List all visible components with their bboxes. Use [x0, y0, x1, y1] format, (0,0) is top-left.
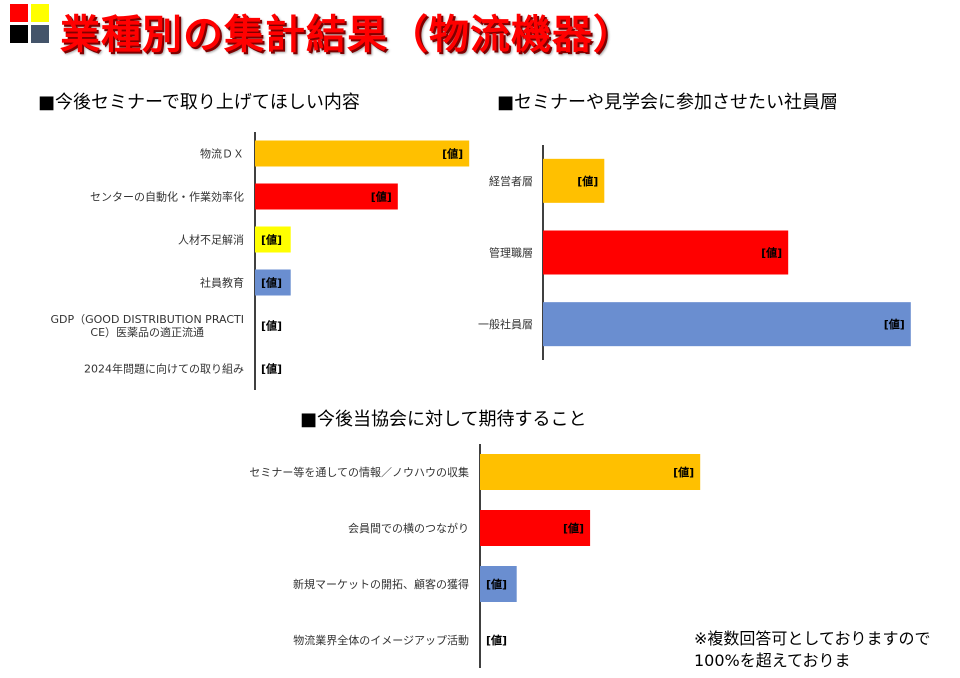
category-label: 一般社員層: [478, 317, 533, 331]
category-label: 人材不足解消: [178, 233, 244, 247]
bar: [543, 230, 789, 275]
data-label: [値]: [577, 174, 598, 188]
data-label: [値]: [486, 633, 507, 647]
category-label: 2024年問題に向けての取り組み: [84, 362, 244, 376]
logo-squares: [10, 4, 50, 44]
bar: [480, 454, 701, 490]
data-label: [値]: [261, 362, 282, 376]
logo-square-black: [10, 25, 28, 43]
bar: [480, 510, 591, 546]
chart-title-seminar-topics: ■今後セミナーで取り上げてほしい内容: [38, 92, 360, 113]
bar: [255, 269, 291, 296]
bar: [255, 226, 291, 253]
data-label: [値]: [442, 147, 463, 161]
bar: [255, 140, 470, 167]
category-label: 経営者層: [489, 174, 533, 188]
logo-square-gray: [31, 25, 49, 43]
category-label: GDP（GOOD DISTRIBUTION PRACTI CE）医薬品の適正流通: [51, 313, 245, 339]
data-label: [値]: [486, 577, 507, 591]
category-label: 物流ＤＸ: [200, 147, 244, 161]
category-label: 社員教育: [200, 276, 244, 290]
bar: [480, 566, 517, 602]
data-label: [値]: [261, 276, 282, 290]
bar: [255, 183, 398, 210]
logo-square-red: [10, 4, 28, 22]
data-label: [値]: [761, 246, 782, 260]
data-label: [値]: [884, 317, 905, 331]
category-label: セミナー等を通しての情報／ノウハウの収集: [249, 465, 469, 479]
bar: [543, 302, 911, 347]
data-label: [値]: [261, 319, 282, 333]
category-label: 新規マーケットの開拓、顧客の獲得: [293, 577, 469, 591]
data-label: [値]: [673, 465, 694, 479]
footnote-multiple-answers: ※複数回答可としておりますので100%を超えておりま: [694, 629, 931, 670]
category-label: 管理職層: [489, 246, 533, 260]
category-label: 物流業界全体のイメージアップ活動: [293, 633, 469, 647]
logo-square-yellow: [31, 4, 49, 22]
data-label: [値]: [563, 521, 584, 535]
category-label: センターの自動化・作業効率化: [90, 190, 244, 204]
data-label: [値]: [371, 190, 392, 204]
category-label: 会員間での横のつながり: [348, 521, 469, 535]
page-title: 業種別の集計結果（物流機器）: [60, 12, 634, 58]
bar: [543, 158, 605, 203]
chart-title-participant-levels: ■セミナーや見学会に参加させたい社員層: [497, 92, 839, 113]
chart-title-association-expectations: ■今後当協会に対して期待すること: [300, 409, 587, 430]
data-label: [値]: [261, 233, 282, 247]
